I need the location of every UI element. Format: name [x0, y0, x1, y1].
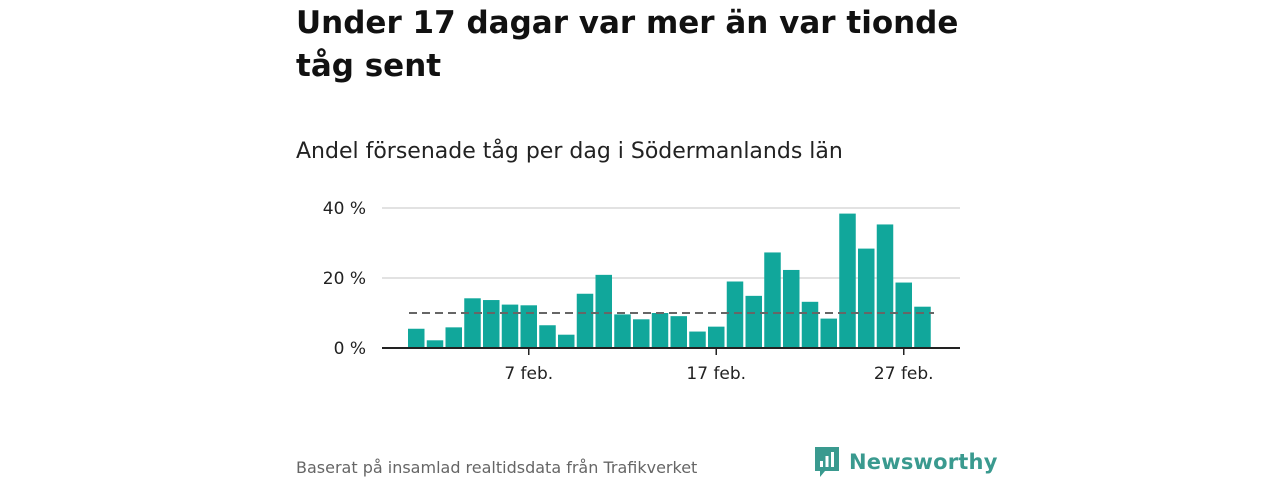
- bar: [783, 269, 800, 348]
- bar: [408, 328, 425, 348]
- bar: [558, 334, 575, 348]
- bar: [670, 316, 687, 348]
- bar: [839, 213, 856, 348]
- bar: [914, 306, 931, 348]
- bar: [876, 224, 894, 348]
- bar-chart: 0 % 20 % 40 % 7 feb. 17 feb. 27 feb.: [323, 199, 960, 384]
- bar: [464, 298, 481, 348]
- x-tick-label: 17 feb.: [686, 364, 746, 384]
- bar: [801, 301, 819, 348]
- bar: [895, 282, 912, 348]
- y-tick-label: 40 %: [323, 199, 366, 219]
- bar: [483, 300, 500, 348]
- y-tick-label: 20 %: [323, 269, 366, 289]
- brand-name: Newsworthy: [849, 450, 998, 474]
- bar: [651, 313, 669, 348]
- x-tick-label: 7 feb.: [504, 364, 553, 384]
- bar: [745, 295, 762, 348]
- chart-title: Under 17 dagar var mer än var tionde tåg…: [296, 5, 959, 84]
- bar: [539, 325, 556, 348]
- bar: [726, 281, 744, 348]
- bar: [426, 340, 444, 348]
- bar: [708, 326, 725, 348]
- bar: [445, 327, 462, 348]
- chart-card: Under 17 dagar var mer än var tionde tåg…: [296, 0, 996, 480]
- bar: [689, 331, 706, 348]
- bar: [576, 293, 594, 348]
- bar: [633, 319, 650, 348]
- y-tick-label: 0 %: [334, 339, 366, 359]
- brand-logo[interactable]: Newsworthy: [813, 445, 998, 479]
- x-tick-label: 27 feb.: [874, 364, 934, 384]
- bar: [764, 252, 781, 348]
- source-note: Baserat på insamlad realtidsdata från Tr…: [296, 458, 698, 477]
- chart-subtitle: Andel försenade tåg per dag i Södermanla…: [296, 139, 843, 164]
- bar: [501, 304, 519, 348]
- bar: [614, 314, 631, 348]
- bar: [820, 318, 837, 348]
- bar: [520, 305, 537, 348]
- bar: [595, 274, 612, 348]
- newsworthy-logo-icon: [815, 447, 839, 477]
- bar: [858, 248, 875, 348]
